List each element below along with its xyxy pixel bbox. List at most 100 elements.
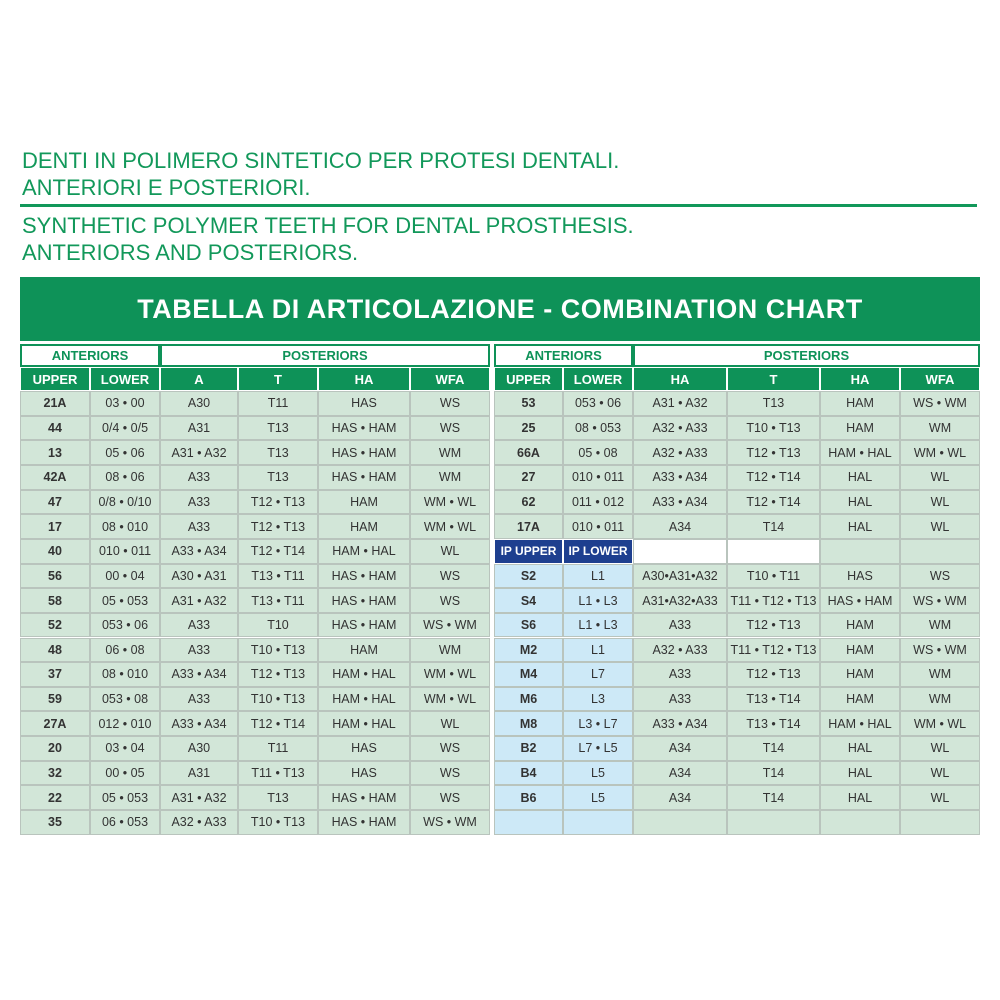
table-cell: HAS • HAM <box>318 588 410 613</box>
table-cell: WL <box>410 538 490 564</box>
table-cell: M8 <box>494 711 563 737</box>
column-header: UPPER <box>20 367 90 391</box>
table-cell: A34 <box>633 514 727 539</box>
table-cell: WL <box>900 785 980 811</box>
table-cell: WM <box>900 415 980 441</box>
table-cell: HAL <box>820 514 900 539</box>
table-cell: HAS <box>318 760 410 786</box>
table-cell: WM • WL <box>900 711 980 737</box>
table-cell: 011 • 012 <box>563 489 633 515</box>
table-cell: HAM <box>318 637 410 663</box>
table-cell: T13 <box>238 415 318 441</box>
column-header: T <box>238 367 318 391</box>
column-header: UPPER <box>494 367 563 391</box>
table-cell: HAS • HAM <box>318 612 410 638</box>
table-cell: L7 • L5 <box>563 736 633 761</box>
table-cell: 03 • 00 <box>90 391 160 416</box>
table-cell: HAM • HAL <box>318 686 410 712</box>
table-cell: A30 • A31 <box>160 563 238 589</box>
ip-header: IP UPPER <box>494 538 563 564</box>
table-cell: 32 <box>20 760 90 786</box>
table-cell: HAM • HAL <box>318 538 410 564</box>
table-cell: T13 <box>238 785 318 811</box>
table-cell: S2 <box>494 563 563 589</box>
table-cell: WL <box>900 736 980 761</box>
table-cell: WL <box>900 464 980 490</box>
column-header: A <box>160 367 238 391</box>
table-cell: WS • WM <box>410 612 490 638</box>
table-cell: A31 • A32 <box>160 440 238 465</box>
column-header: WFA <box>900 367 980 391</box>
table-cell <box>727 538 820 564</box>
table-cell: HAS <box>820 563 900 589</box>
table-cell: A34 <box>633 785 727 811</box>
table-cell: L5 <box>563 760 633 786</box>
table-cell: WL <box>900 489 980 515</box>
table-cell: HAS • HAM <box>318 785 410 811</box>
table-cell: 66A <box>494 440 563 465</box>
table-cell: B6 <box>494 785 563 811</box>
table-cell: T11 <box>238 391 318 416</box>
table-cell: A31•A32•A33 <box>633 588 727 613</box>
table-cell: WM <box>900 662 980 687</box>
table-cell: B4 <box>494 760 563 786</box>
table-cell: T10 • T13 <box>238 637 318 663</box>
column-header: WFA <box>410 367 490 391</box>
table-cell: A33 <box>160 464 238 490</box>
table-cell: 13 <box>20 440 90 465</box>
table-cell: L3 <box>563 686 633 712</box>
divider <box>20 204 977 207</box>
table-cell: HAM • HAL <box>820 711 900 737</box>
table-cell: T12 • T13 <box>238 514 318 539</box>
table-cell: T12 • T13 <box>727 662 820 687</box>
table-cell: 08 • 06 <box>90 464 160 490</box>
table-cell: 053 • 06 <box>563 391 633 416</box>
table-cell: B2 <box>494 736 563 761</box>
table-cell: A32 • A33 <box>633 637 727 663</box>
table-cell: WM • WL <box>900 440 980 465</box>
table-cell <box>820 810 900 835</box>
table-cell: 03 • 04 <box>90 736 160 761</box>
table-cell: A31 • A32 <box>160 588 238 613</box>
table-cell: 00 • 05 <box>90 760 160 786</box>
table-cell: HAS • HAM <box>318 440 410 465</box>
table-cell: A32 • A33 <box>160 810 238 835</box>
table-cell <box>900 538 980 564</box>
table-cell: HAM <box>318 514 410 539</box>
table-title: TABELLA DI ARTICOLAZIONE - COMBINATION C… <box>20 277 980 341</box>
table-cell: A32 • A33 <box>633 415 727 441</box>
table-cell: 08 • 010 <box>90 514 160 539</box>
table-cell: L1 • L3 <box>563 612 633 638</box>
table-cell: WS <box>410 588 490 613</box>
table-cell: WS <box>410 785 490 811</box>
table-cell: T14 <box>727 785 820 811</box>
table-cell: WM • WL <box>410 514 490 539</box>
table-cell: HAM <box>820 612 900 638</box>
table-cell: A31 <box>160 415 238 441</box>
table-cell: A33 • A34 <box>633 711 727 737</box>
table-cell: HAM <box>820 686 900 712</box>
table-cell: A33 <box>160 612 238 638</box>
table-cell: WM <box>410 440 490 465</box>
table-cell: T11 • T13 <box>238 760 318 786</box>
table-cell: T12 • T14 <box>238 538 318 564</box>
table-cell: HAS • HAM <box>820 588 900 613</box>
table-cell: 42A <box>20 464 90 490</box>
table-cell: T12 • T14 <box>727 489 820 515</box>
column-header: LOWER <box>563 367 633 391</box>
table-cell: HAM <box>820 662 900 687</box>
table-cell: 56 <box>20 563 90 589</box>
table-cell: HAM <box>820 391 900 416</box>
table-cell: HAM • HAL <box>318 662 410 687</box>
table-cell: A31 <box>160 760 238 786</box>
table-cell: 53 <box>494 391 563 416</box>
table-cell: 06 • 053 <box>90 810 160 835</box>
table-cell: T14 <box>727 514 820 539</box>
table-cell: 010 • 011 <box>563 464 633 490</box>
table-cell: A33 • A34 <box>633 464 727 490</box>
table-cell: T14 <box>727 736 820 761</box>
table-cell: 58 <box>20 588 90 613</box>
table-cell: WM <box>410 637 490 663</box>
group-header: POSTERIORS <box>633 344 980 367</box>
table-cell: WS <box>410 736 490 761</box>
